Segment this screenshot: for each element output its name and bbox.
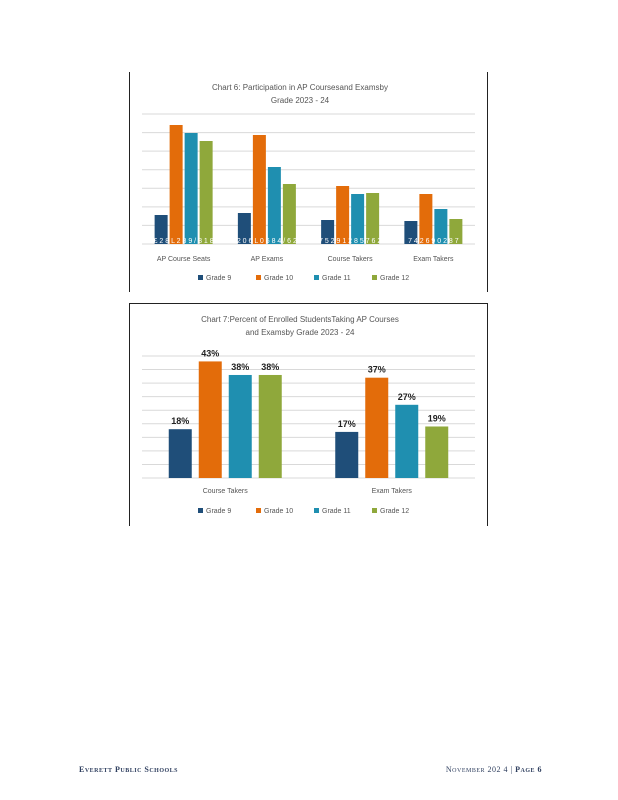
bar (336, 186, 350, 244)
data-label: 19% (428, 413, 446, 423)
legend-swatch (314, 508, 319, 513)
footer-date: November 202 4 | (445, 765, 513, 774)
legend-entry: Grade 10 (264, 508, 293, 515)
legend-swatch (314, 275, 319, 280)
chart-percent-svg: Chart 7:Percent of Enrolled StudentsTaki… (142, 315, 475, 515)
legend-swatch (256, 508, 261, 513)
category-label: Exam Takers (372, 488, 413, 495)
chart-title-line1: Chart 6: Participation in AP Coursesand … (212, 83, 388, 92)
bar (351, 194, 365, 244)
bar (419, 194, 433, 244)
value-labels-obscured: £ 2 8 L 2 8 9 / 8 1 8 (154, 238, 214, 245)
legend-entry: Grade 11 (322, 275, 351, 282)
category-label: Course Takers (328, 256, 374, 263)
data-label: 27% (398, 392, 416, 402)
bar (199, 141, 213, 244)
category-label: AP Course Seats (157, 256, 211, 263)
legend-entry: Grade 12 (380, 275, 409, 282)
legend-entry: Grade 9 (206, 508, 231, 515)
data-label: 38% (261, 362, 279, 372)
value-labels-obscured: 7 4 2 6 9 0 2 8 7 (408, 238, 459, 245)
legend-entry: Grade 9 (206, 275, 231, 282)
category-label: Course Takers (203, 488, 249, 495)
value-labels-obscured: 2 0 6 L 0 6 8 4 / 6 2 (237, 238, 297, 245)
bar (154, 215, 168, 244)
bar (168, 429, 192, 478)
bar (449, 219, 463, 244)
bar (267, 167, 281, 244)
bar (404, 221, 418, 244)
bar (169, 125, 183, 244)
bar (282, 184, 296, 244)
chart-title-line2: Grade 2023 - 24 (271, 96, 330, 105)
category-label: AP Exams (251, 256, 284, 263)
legend-swatch (372, 508, 377, 513)
bar (321, 220, 335, 244)
data-label: 17% (338, 419, 356, 429)
chart-percent-enrolled: Chart 7:Percent of Enrolled StudentsTaki… (129, 303, 488, 526)
legend-entry: Grade 12 (380, 508, 409, 515)
bar (184, 133, 198, 244)
legend-swatch (198, 508, 203, 513)
bar (198, 361, 222, 478)
legend-entry: Grade 10 (264, 275, 293, 282)
legend-swatch (372, 275, 377, 280)
bar (434, 209, 448, 244)
category-label: Exam Takers (413, 256, 454, 263)
bar (365, 377, 389, 478)
bar (366, 193, 380, 244)
bar (395, 404, 419, 478)
bar (335, 431, 359, 478)
chart-participation: Chart 6: Participation in AP Coursesand … (129, 72, 488, 292)
bar (252, 135, 266, 244)
bar (228, 374, 252, 478)
footer-page-number: Page 6 (515, 765, 542, 774)
footer-district: Everett Public Schools (79, 765, 179, 774)
chart-title-line2: and Examsby Grade 2023 - 24 (246, 328, 356, 337)
bar (258, 374, 282, 478)
bar (425, 426, 449, 478)
bar (237, 213, 251, 244)
chart-participation-svg: Chart 6: Participation in AP Coursesand … (142, 83, 475, 282)
legend-swatch (256, 275, 261, 280)
data-label: 18% (171, 416, 189, 426)
value-labels-obscured: 7 5 2 9 1 2 8 5 7 6 2 (319, 238, 381, 245)
legend-entry: Grade 11 (322, 508, 351, 515)
data-label: 38% (231, 362, 249, 372)
data-label: 43% (201, 348, 219, 358)
data-label: 37% (368, 365, 386, 375)
legend-swatch (198, 275, 203, 280)
chart-title-line1: Chart 7:Percent of Enrolled StudentsTaki… (201, 315, 399, 324)
footer-date-page: November 202 4 | Page 6 (446, 765, 542, 774)
